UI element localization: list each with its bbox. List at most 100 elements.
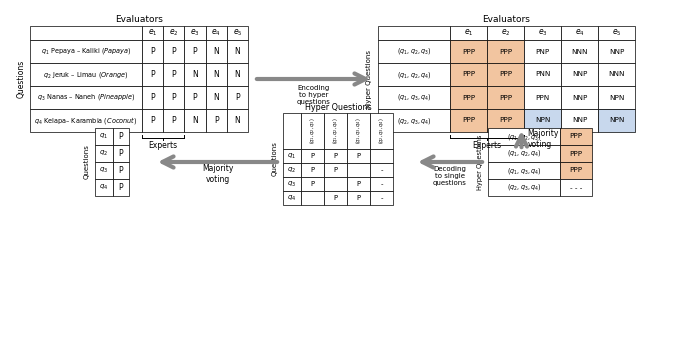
Text: -: - — [380, 181, 383, 187]
Text: $e_2$: $e_2$ — [169, 28, 179, 38]
Text: $q_1$: $q_1$ — [99, 132, 108, 141]
Bar — [30, 86, 142, 109]
Bar — [206, 26, 227, 40]
Text: P: P — [334, 195, 338, 201]
Text: N: N — [213, 93, 219, 102]
Text: P: P — [171, 93, 176, 102]
Bar — [370, 149, 393, 163]
Bar — [561, 86, 598, 109]
Bar — [95, 179, 113, 196]
Bar — [560, 128, 592, 145]
Bar — [301, 163, 324, 177]
Bar — [163, 109, 184, 132]
Text: $q_4$: $q_4$ — [99, 183, 109, 192]
Bar — [450, 26, 487, 40]
Text: NPN: NPN — [609, 94, 624, 100]
Text: $(q_2, q_3, q_4)$: $(q_2, q_3, q_4)$ — [507, 182, 541, 192]
Text: P: P — [171, 70, 176, 79]
Bar — [561, 109, 598, 132]
Text: PPP: PPP — [569, 151, 582, 156]
Bar — [30, 63, 142, 86]
Text: P: P — [192, 47, 197, 56]
Text: Hyper Questions: Hyper Questions — [305, 103, 371, 112]
Bar — [450, 109, 487, 132]
Bar — [487, 109, 524, 132]
Bar — [163, 26, 184, 40]
Bar — [301, 191, 324, 205]
Bar — [370, 113, 393, 149]
Bar — [560, 145, 592, 162]
Bar — [95, 128, 113, 145]
Text: NNP: NNP — [572, 118, 587, 124]
Bar — [524, 63, 561, 86]
Bar — [524, 86, 561, 109]
Text: $q_4$: $q_4$ — [287, 193, 297, 203]
Bar — [560, 162, 592, 179]
Text: P: P — [150, 47, 155, 56]
Text: $q_1$ Pepaya – Kaliki ($Papaya$): $q_1$ Pepaya – Kaliki ($Papaya$) — [41, 46, 132, 56]
Text: Questions: Questions — [16, 60, 25, 98]
Text: $e_1$: $e_1$ — [464, 28, 473, 38]
Text: -: - — [380, 195, 383, 201]
Bar — [206, 86, 227, 109]
Text: $(q_1,q_3,q_4)$: $(q_1,q_3,q_4)$ — [354, 118, 363, 144]
Text: Questions: Questions — [272, 142, 278, 176]
Text: $q_3$ Nanas – Naneh ($Pineapple$): $q_3$ Nanas – Naneh ($Pineapple$) — [37, 92, 135, 102]
Text: $(q_1, q_3, q_4)$: $(q_1, q_3, q_4)$ — [507, 165, 541, 175]
Text: $q_1$: $q_1$ — [288, 152, 297, 161]
Bar — [30, 26, 142, 40]
Text: Hyper Questions: Hyper Questions — [477, 134, 483, 190]
Text: $(q_2,q_3,q_4)$: $(q_2,q_3,q_4)$ — [377, 118, 386, 144]
Text: $(q_1, q_2, q_4)$: $(q_1, q_2, q_4)$ — [397, 70, 432, 80]
Bar — [227, 40, 248, 63]
Text: $(q_1,q_2,q_3)$: $(q_1,q_2,q_3)$ — [308, 118, 317, 144]
Bar — [488, 162, 560, 179]
Text: NPN: NPN — [535, 118, 550, 124]
Bar — [524, 109, 561, 132]
Bar — [487, 40, 524, 63]
Text: Decoding
to single
questions: Decoding to single questions — [433, 166, 467, 186]
Bar — [113, 162, 129, 179]
Text: Evaluators: Evaluators — [482, 16, 530, 25]
Text: P: P — [119, 149, 123, 158]
Text: P: P — [171, 116, 176, 125]
Text: P: P — [192, 93, 197, 102]
Text: NNN: NNN — [571, 48, 588, 55]
Text: Hyper Questions: Hyper Questions — [366, 50, 372, 108]
Text: P: P — [310, 153, 314, 159]
Bar — [347, 149, 370, 163]
Text: PPP: PPP — [499, 94, 512, 100]
Bar — [450, 86, 487, 109]
Text: N: N — [234, 70, 240, 79]
Text: $(q_1,q_2,q_4)$: $(q_1,q_2,q_4)$ — [331, 118, 340, 144]
Bar — [283, 177, 301, 191]
Text: N: N — [192, 70, 198, 79]
Text: PPP: PPP — [462, 118, 475, 124]
Bar — [347, 191, 370, 205]
Bar — [113, 179, 129, 196]
Bar — [227, 26, 248, 40]
Bar — [324, 113, 347, 149]
Bar — [142, 86, 163, 109]
Text: -: - — [380, 167, 383, 173]
Bar — [488, 128, 560, 145]
Text: Experts: Experts — [149, 140, 178, 149]
Text: PPP: PPP — [462, 72, 475, 78]
Bar — [206, 63, 227, 86]
Text: N: N — [192, 116, 198, 125]
Bar — [598, 63, 635, 86]
Bar — [324, 177, 347, 191]
Bar — [113, 145, 129, 162]
Text: PPP: PPP — [499, 48, 512, 55]
Bar — [561, 26, 598, 40]
Bar — [301, 113, 324, 149]
Bar — [95, 162, 113, 179]
Text: N: N — [213, 70, 219, 79]
Bar — [184, 26, 206, 40]
Bar — [206, 40, 227, 63]
Bar — [113, 128, 129, 145]
Text: $e_3$: $e_3$ — [190, 28, 200, 38]
Bar — [163, 40, 184, 63]
Bar — [142, 26, 163, 40]
Bar — [450, 63, 487, 86]
